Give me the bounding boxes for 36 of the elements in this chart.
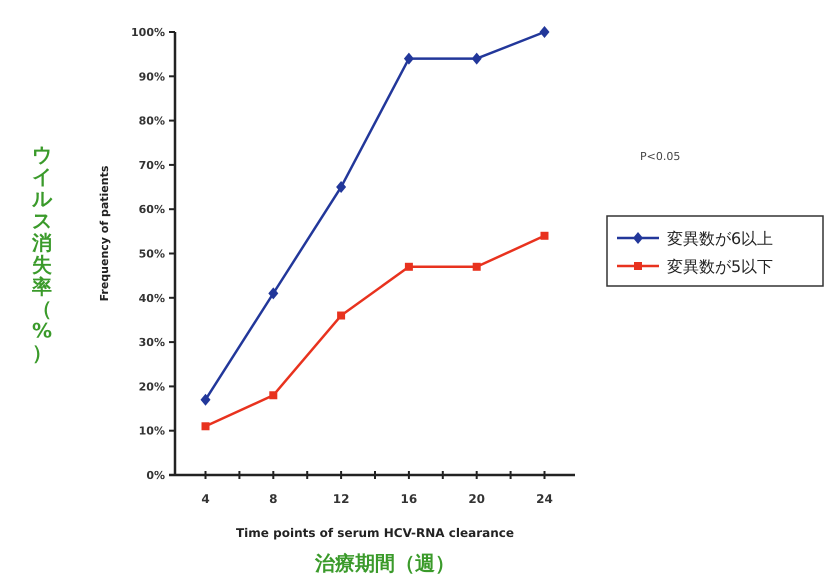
y-tick-label: 40% bbox=[138, 292, 165, 305]
text: ウイルス消失率（%） bbox=[32, 142, 52, 364]
x-tick-label: 16 bbox=[400, 492, 418, 506]
x-tick-label: 12 bbox=[332, 492, 350, 506]
point bbox=[404, 262, 413, 271]
y-tick-label: 30% bbox=[138, 336, 165, 350]
y-tick-label: 50% bbox=[138, 248, 165, 260]
y-tick-label: 60% bbox=[138, 203, 165, 216]
point bbox=[200, 394, 211, 406]
text: 治療期間（週） bbox=[314, 551, 455, 575]
point bbox=[337, 312, 346, 320]
point bbox=[268, 287, 278, 300]
text: P<0.05 bbox=[640, 150, 680, 163]
x-axis-title: Time points of serum HCV-RNA clearance bbox=[236, 526, 514, 540]
point bbox=[539, 26, 550, 38]
point bbox=[202, 422, 210, 430]
x-tick-label: 8 bbox=[269, 492, 278, 506]
x-tick-label: 4 bbox=[201, 492, 210, 506]
text: Frequency of patients bbox=[98, 165, 111, 302]
y-tick-label: 90% bbox=[138, 70, 165, 84]
point bbox=[404, 52, 414, 65]
point bbox=[336, 181, 346, 194]
y-tick-label: 20% bbox=[138, 380, 165, 394]
y-tick-label: 0% bbox=[146, 469, 165, 482]
x-tick-label: 24 bbox=[536, 492, 553, 506]
y-tick-label: 70% bbox=[138, 158, 165, 172]
legend-label: 変異数が5以下 bbox=[667, 257, 774, 276]
y-tick-label: 100% bbox=[131, 26, 165, 39]
y-tick-label: 10% bbox=[138, 424, 165, 438]
legend-label: 変異数が6以上 bbox=[667, 229, 774, 248]
point bbox=[472, 52, 482, 65]
x-tick-label: 20 bbox=[468, 492, 486, 506]
point bbox=[269, 391, 278, 400]
point bbox=[472, 262, 481, 271]
point bbox=[540, 232, 548, 240]
y-tick-label: 80% bbox=[138, 114, 165, 128]
